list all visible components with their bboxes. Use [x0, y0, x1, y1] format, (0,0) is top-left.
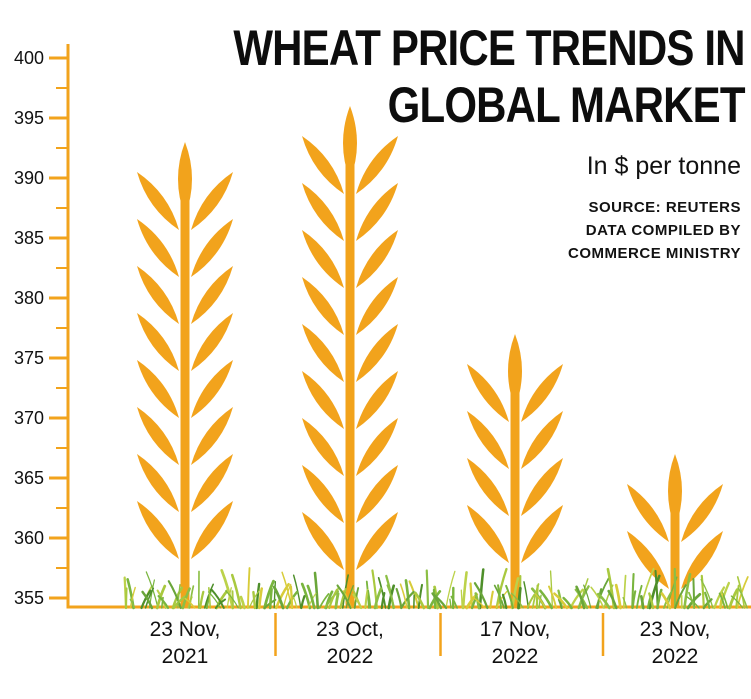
y-axis-labels: 355 360 365 370 375 380 385 390 395 400: [14, 48, 44, 608]
y-tick-label: 365: [14, 468, 44, 488]
source-line: SOURCE: REUTERS: [588, 199, 741, 216]
y-axis-ticks: [49, 56, 68, 600]
x-category-label: 2021: [162, 645, 209, 668]
source-line: DATA COMPILED BY: [585, 222, 741, 239]
x-category-label: 17 Nov,: [480, 618, 551, 641]
y-tick-label: 370: [14, 408, 44, 428]
wheat-stalk-0: [137, 142, 233, 609]
chart-title-line2: GLOBAL MARKET: [388, 77, 746, 133]
wheat-stalk-2: [467, 334, 563, 609]
grass: [123, 567, 749, 610]
x-category-label: 2022: [652, 645, 699, 668]
source-note: SOURCE: REUTERS DATA COMPILED BY COMMERC…: [568, 196, 741, 265]
x-category-label: 23 Oct,: [316, 618, 384, 641]
y-tick-label: 375: [14, 348, 44, 368]
y-tick-label: 400: [14, 48, 44, 68]
y-tick-label: 360: [14, 528, 44, 548]
source-line: COMMERCE MINISTRY: [568, 245, 741, 262]
y-tick-label: 395: [14, 108, 44, 128]
x-category-label: 23 Nov,: [640, 618, 711, 641]
wheat-stalk-1: [302, 106, 398, 609]
wheat-stalk-3: [627, 454, 723, 609]
y-tick-label: 385: [14, 228, 44, 248]
chart-subtitle: In $ per tonne: [586, 152, 741, 180]
y-tick-label: 390: [14, 168, 44, 188]
chart-title-line1: WHEAT PRICE TRENDS IN: [233, 20, 746, 76]
chart-title: WHEAT PRICE TRENDS IN GLOBAL MARKET: [233, 20, 746, 134]
x-category-label: 2022: [492, 645, 539, 668]
y-tick-label: 380: [14, 288, 44, 308]
x-category-label: 23 Nov,: [150, 618, 221, 641]
x-axis-labels: 23 Nov, 2021 23 Oct, 2022 17 Nov, 2022 23 Nov,…: [150, 613, 711, 668]
x-category-label: 2022: [327, 645, 374, 668]
y-tick-label: 355: [14, 588, 44, 608]
